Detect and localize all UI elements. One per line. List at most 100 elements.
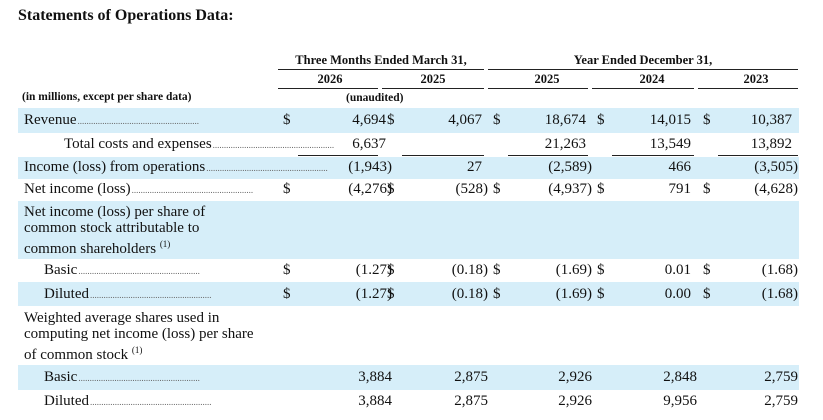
subtotal-rule bbox=[612, 155, 694, 156]
cell-value: (1.68) bbox=[761, 262, 798, 278]
cell-value: 2,926 bbox=[558, 393, 592, 409]
cell-value: 2,875 bbox=[454, 369, 488, 385]
cell-value: 13,549 bbox=[649, 136, 691, 152]
cell-value: 6,637 bbox=[352, 136, 386, 152]
subtotal-rule bbox=[402, 155, 484, 156]
cell-value: (4,628) bbox=[754, 181, 798, 197]
cell-value: 2,759 bbox=[764, 393, 798, 409]
currency-symbol: $ bbox=[387, 112, 395, 128]
currency-symbol: $ bbox=[493, 112, 501, 128]
row-label: Total costs and expenses bbox=[64, 136, 334, 154]
row-label: Basic bbox=[44, 369, 200, 387]
currency-symbol: $ bbox=[387, 181, 395, 197]
period-header-year-ended: Year Ended December 31, bbox=[573, 53, 713, 67]
cell-value: 27 bbox=[467, 159, 482, 175]
currency-symbol: $ bbox=[703, 112, 711, 128]
cell-value: (4,937) bbox=[548, 181, 592, 197]
currency-symbol: $ bbox=[703, 262, 711, 278]
table-row-income-from-operations: Income (loss) from operations (1,943) 27… bbox=[18, 157, 799, 179]
year-header-2026: 2026 bbox=[317, 72, 343, 86]
row-label-text: Weighted average shares used in computin… bbox=[24, 310, 254, 363]
cell-value: (4,276) bbox=[348, 181, 392, 197]
year-rule bbox=[592, 88, 694, 89]
unaudited-note: (unaudited) bbox=[346, 92, 404, 104]
cell-value: (528) bbox=[455, 181, 489, 197]
header-rule-year-ended bbox=[488, 69, 798, 70]
cell-value: 4,694 bbox=[352, 112, 386, 128]
cell-value: 791 bbox=[668, 181, 692, 197]
currency-symbol: $ bbox=[597, 181, 605, 197]
table-row-weighted-shares-heading: Weighted average shares used in computin… bbox=[18, 307, 799, 365]
table-row-shares-diluted: Diluted 3,884 2,875 2,926 9,956 2,759 bbox=[18, 390, 799, 414]
cell-value: (1.68) bbox=[761, 286, 798, 302]
cell-value: 3,884 bbox=[358, 393, 392, 409]
currency-symbol: $ bbox=[283, 262, 291, 278]
footnote-marker: (1) bbox=[159, 239, 171, 249]
cell-value: 4,067 bbox=[448, 112, 482, 128]
currency-symbol: $ bbox=[387, 286, 395, 302]
year-header-2025-q1: 2025 bbox=[420, 72, 446, 86]
subtotal-rule bbox=[718, 155, 798, 156]
row-label: Income (loss) from operations bbox=[24, 159, 328, 177]
year-rule bbox=[488, 88, 588, 89]
table-row-per-share-heading: Net income (loss) per share of common st… bbox=[18, 201, 799, 259]
row-label: Basic bbox=[44, 262, 200, 280]
period-header-three-months: Three Months Ended March 31, bbox=[295, 53, 467, 67]
cell-value: 466 bbox=[668, 159, 692, 175]
year-header-2025: 2025 bbox=[534, 72, 560, 86]
row-label: Weighted average shares used in computin… bbox=[24, 310, 264, 363]
currency-symbol: $ bbox=[283, 181, 291, 197]
currency-symbol: $ bbox=[387, 262, 395, 278]
footnote-marker: (1) bbox=[131, 345, 143, 355]
table-row-net-income: Net income (loss) $ (4,276) $ (528) $ (4… bbox=[18, 179, 799, 201]
cell-value: 0.01 bbox=[664, 262, 691, 278]
cell-value: 2,875 bbox=[454, 393, 488, 409]
year-rule bbox=[382, 88, 484, 89]
row-label-text: Net income (loss) per share of common st… bbox=[24, 204, 206, 257]
cell-value: (1,943) bbox=[348, 159, 392, 175]
cell-value: 14,015 bbox=[649, 112, 691, 128]
year-rule bbox=[278, 88, 378, 89]
cell-value: 2,926 bbox=[558, 369, 592, 385]
row-label: Revenue bbox=[24, 112, 199, 130]
cell-value: (0.18) bbox=[451, 286, 488, 302]
cell-value: (2,589) bbox=[548, 159, 592, 175]
page-title: Statements of Operations Data: bbox=[18, 7, 234, 24]
currency-symbol: $ bbox=[283, 112, 291, 128]
currency-symbol: $ bbox=[283, 286, 291, 302]
cell-value: 18,674 bbox=[544, 112, 586, 128]
currency-symbol: $ bbox=[493, 262, 501, 278]
subtotal-rule bbox=[298, 155, 378, 156]
cell-value: 2,848 bbox=[663, 369, 697, 385]
row-label: Diluted bbox=[44, 393, 212, 411]
table-row-total-costs: Total costs and expenses 6,637 21,263 13… bbox=[18, 133, 799, 157]
table-row-shares-basic: Basic 3,884 2,875 2,926 2,848 2,759 bbox=[18, 365, 799, 390]
cell-value: 21,263 bbox=[544, 136, 586, 152]
cell-value: 2,759 bbox=[764, 369, 798, 385]
currency-symbol: $ bbox=[597, 286, 605, 302]
currency-symbol: $ bbox=[703, 181, 711, 197]
cell-value: (1.27) bbox=[355, 262, 392, 278]
currency-symbol: $ bbox=[597, 112, 605, 128]
cell-value: (3,505) bbox=[754, 159, 798, 175]
currency-symbol: $ bbox=[493, 181, 501, 197]
cell-value: 13,892 bbox=[750, 136, 792, 152]
cell-value: 10,387 bbox=[750, 112, 792, 128]
cell-value: 9,956 bbox=[663, 393, 697, 409]
header-rule-three-months bbox=[278, 69, 484, 70]
table-row-per-share-diluted: Diluted $ (1.27) $ (0.18) $ (1.69) $ 0.0… bbox=[18, 282, 799, 306]
row-label: Net income (loss) bbox=[24, 181, 253, 199]
units-note: (in millions, except per share data) bbox=[22, 91, 192, 103]
subtotal-rule bbox=[508, 155, 588, 156]
cell-value: (1.69) bbox=[555, 262, 592, 278]
table-row-per-share-basic: Basic $ (1.27) $ (0.18) $ (1.69) $ 0.01 … bbox=[18, 259, 799, 282]
cell-value: (0.18) bbox=[451, 262, 488, 278]
currency-symbol: $ bbox=[493, 286, 501, 302]
year-rule bbox=[698, 88, 798, 89]
row-label: Net income (loss) per share of common st… bbox=[24, 204, 244, 257]
table-row-revenue: Revenue $ 4,694 $ 4,067 $ 18,674 $ 14,01… bbox=[18, 108, 799, 133]
year-header-2024: 2024 bbox=[639, 72, 665, 86]
currency-symbol: $ bbox=[597, 262, 605, 278]
cell-value: (1.69) bbox=[555, 286, 592, 302]
year-header-2023: 2023 bbox=[743, 72, 769, 86]
